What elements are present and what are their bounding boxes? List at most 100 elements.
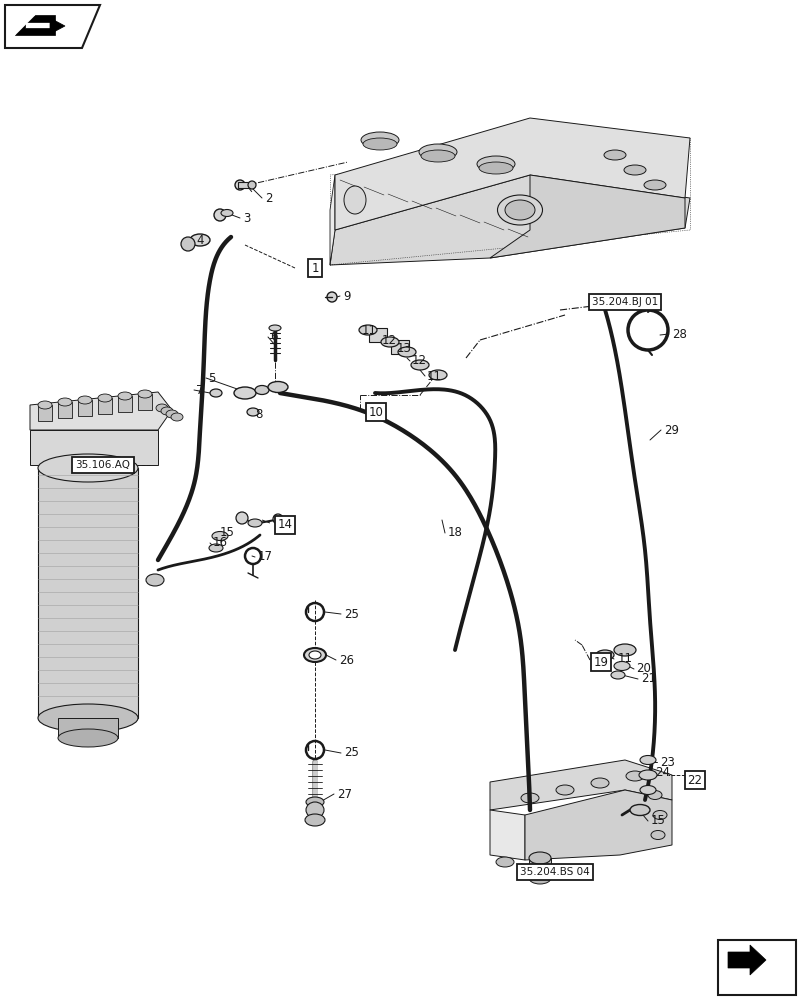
Ellipse shape bbox=[78, 396, 92, 404]
Bar bbox=[98, 398, 112, 414]
Text: 14: 14 bbox=[277, 518, 292, 532]
Bar bbox=[718, 940, 796, 995]
Bar bbox=[118, 396, 132, 412]
Bar bbox=[238, 182, 252, 188]
Text: 4: 4 bbox=[196, 233, 204, 246]
Ellipse shape bbox=[171, 413, 183, 421]
Ellipse shape bbox=[640, 756, 656, 764]
Polygon shape bbox=[5, 5, 100, 48]
Text: 11: 11 bbox=[618, 652, 633, 666]
Ellipse shape bbox=[38, 401, 52, 409]
Ellipse shape bbox=[118, 392, 132, 400]
Polygon shape bbox=[15, 15, 35, 35]
Polygon shape bbox=[335, 118, 690, 230]
Polygon shape bbox=[30, 392, 172, 430]
Text: 5: 5 bbox=[208, 371, 216, 384]
Ellipse shape bbox=[58, 398, 72, 406]
Ellipse shape bbox=[309, 651, 321, 659]
Ellipse shape bbox=[255, 385, 269, 394]
Ellipse shape bbox=[210, 389, 222, 397]
Polygon shape bbox=[30, 430, 158, 465]
Ellipse shape bbox=[419, 144, 457, 160]
Ellipse shape bbox=[248, 181, 256, 189]
Circle shape bbox=[235, 180, 245, 190]
Ellipse shape bbox=[630, 804, 650, 816]
Ellipse shape bbox=[304, 648, 326, 662]
Ellipse shape bbox=[496, 857, 514, 867]
Ellipse shape bbox=[556, 785, 574, 795]
Bar bbox=[78, 400, 92, 416]
Polygon shape bbox=[728, 945, 766, 975]
Ellipse shape bbox=[521, 793, 539, 803]
Circle shape bbox=[273, 514, 283, 524]
Text: 26: 26 bbox=[339, 654, 354, 666]
Ellipse shape bbox=[624, 165, 646, 175]
Ellipse shape bbox=[359, 325, 377, 335]
Ellipse shape bbox=[146, 574, 164, 586]
Ellipse shape bbox=[596, 650, 614, 660]
Circle shape bbox=[327, 292, 337, 302]
Text: 11: 11 bbox=[362, 324, 377, 336]
Bar bbox=[38, 405, 52, 421]
Ellipse shape bbox=[529, 852, 551, 864]
Polygon shape bbox=[490, 760, 672, 810]
Ellipse shape bbox=[306, 802, 324, 818]
Ellipse shape bbox=[166, 410, 178, 418]
Ellipse shape bbox=[212, 532, 228, 540]
Polygon shape bbox=[330, 175, 690, 265]
Text: 22: 22 bbox=[688, 774, 702, 786]
Ellipse shape bbox=[58, 729, 118, 747]
Ellipse shape bbox=[381, 337, 399, 347]
Ellipse shape bbox=[529, 872, 551, 884]
Bar bbox=[38, 468, 138, 718]
Text: 29: 29 bbox=[664, 424, 679, 436]
Polygon shape bbox=[330, 175, 335, 265]
Ellipse shape bbox=[190, 234, 210, 246]
Ellipse shape bbox=[614, 644, 636, 656]
Ellipse shape bbox=[361, 132, 399, 148]
Ellipse shape bbox=[477, 156, 515, 172]
Text: 27: 27 bbox=[337, 788, 352, 800]
Text: 12: 12 bbox=[412, 354, 427, 366]
Text: 28: 28 bbox=[672, 328, 687, 340]
Ellipse shape bbox=[269, 325, 281, 331]
Ellipse shape bbox=[429, 370, 447, 380]
Ellipse shape bbox=[398, 347, 416, 357]
Ellipse shape bbox=[651, 830, 665, 840]
Text: 35.204.BS 04: 35.204.BS 04 bbox=[520, 867, 590, 877]
Text: 13: 13 bbox=[397, 342, 412, 355]
Text: 25: 25 bbox=[344, 607, 359, 620]
Bar bbox=[58, 718, 118, 738]
Text: 3: 3 bbox=[243, 212, 250, 225]
Text: 15: 15 bbox=[651, 814, 666, 828]
Text: 20: 20 bbox=[636, 662, 651, 676]
Text: 9: 9 bbox=[343, 290, 351, 302]
Ellipse shape bbox=[305, 814, 325, 826]
Text: 21: 21 bbox=[641, 672, 656, 686]
Ellipse shape bbox=[411, 360, 429, 370]
Circle shape bbox=[214, 209, 226, 221]
Ellipse shape bbox=[156, 404, 168, 412]
Ellipse shape bbox=[611, 671, 625, 679]
Polygon shape bbox=[490, 175, 685, 258]
Text: 25: 25 bbox=[344, 746, 359, 760]
Bar bbox=[391, 340, 409, 354]
Ellipse shape bbox=[498, 195, 542, 225]
Text: 16: 16 bbox=[213, 536, 228, 550]
Ellipse shape bbox=[653, 810, 667, 820]
Text: 23: 23 bbox=[660, 756, 675, 768]
Ellipse shape bbox=[221, 210, 233, 217]
Text: 35.204.BJ 01: 35.204.BJ 01 bbox=[592, 297, 659, 307]
Text: 15: 15 bbox=[220, 526, 235, 540]
Ellipse shape bbox=[268, 381, 288, 392]
Ellipse shape bbox=[505, 200, 535, 220]
Bar bbox=[138, 394, 152, 410]
Ellipse shape bbox=[640, 786, 656, 794]
Ellipse shape bbox=[363, 138, 397, 150]
Text: 11: 11 bbox=[427, 369, 442, 382]
Ellipse shape bbox=[306, 797, 324, 807]
Ellipse shape bbox=[479, 162, 513, 174]
Ellipse shape bbox=[38, 704, 138, 732]
Ellipse shape bbox=[648, 790, 662, 800]
Ellipse shape bbox=[138, 390, 152, 398]
